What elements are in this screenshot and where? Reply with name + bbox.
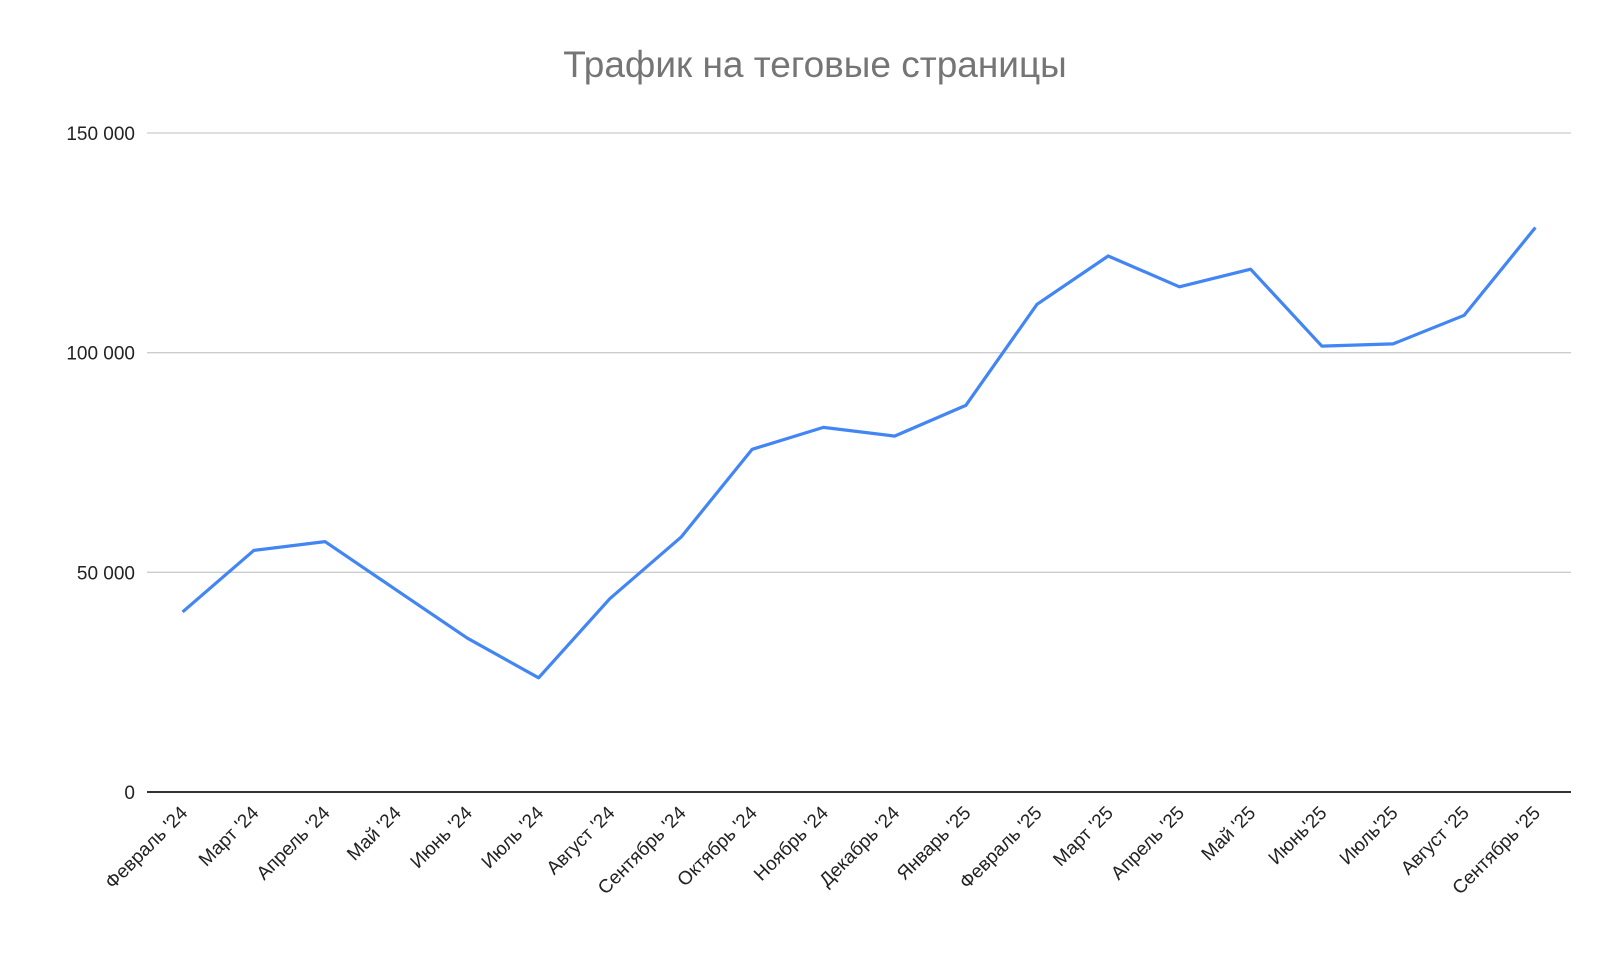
- y-tick-label: 0: [124, 783, 135, 804]
- y-tick-label: 100 000: [66, 344, 135, 365]
- y-tick-label: 50 000: [77, 563, 135, 584]
- x-tick-label: Июль '24: [478, 802, 549, 873]
- x-tick-label: Июнь'25: [1265, 803, 1332, 870]
- x-tick-label: Апрель '25: [1107, 803, 1189, 885]
- x-tick-label: Июнь '24: [407, 802, 478, 873]
- x-tick-label: Февраль '24: [101, 802, 192, 893]
- y-tick-label: 150 000: [66, 124, 135, 145]
- x-tick-label: Июль'25: [1336, 803, 1403, 870]
- data-series-line: [181, 226, 1537, 680]
- x-tick-label: Август '24: [543, 802, 620, 879]
- x-tick-label: Март '25: [1049, 803, 1117, 871]
- x-tick-label: Август '25: [1397, 803, 1474, 880]
- chart-title: Трафик на теговые страницы: [563, 44, 1067, 85]
- x-tick-label: Май '25: [1198, 803, 1260, 865]
- x-tick-label: Март '24: [195, 802, 264, 871]
- x-tick-label: Май '24: [343, 802, 406, 865]
- x-tick-label: Апрель '24: [253, 802, 335, 884]
